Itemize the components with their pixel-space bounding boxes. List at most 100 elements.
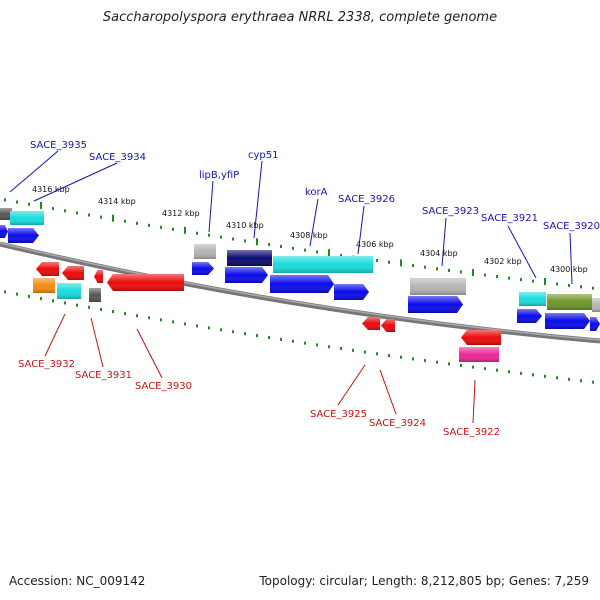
- gene-label-bottom[interactable]: SACE_3930: [135, 381, 192, 392]
- gene-feature[interactable]: [36, 262, 59, 276]
- leader-line: [472, 379, 476, 424]
- scale-tick-minor: [148, 223, 150, 227]
- scale-tick-minor: [88, 213, 90, 217]
- gene-feature[interactable]: [517, 309, 542, 323]
- leader-line: [337, 364, 366, 406]
- scale-tick-minor: [28, 202, 30, 206]
- leader-line: [44, 313, 66, 357]
- scale-tick-minor: [184, 322, 186, 326]
- gene-feature[interactable]: [334, 284, 369, 300]
- scale-tick-minor: [292, 339, 294, 343]
- scale-tick-minor: [52, 207, 54, 211]
- scale-tick-minor: [160, 225, 162, 229]
- gene-feature[interactable]: [0, 208, 12, 220]
- gene-feature[interactable]: [410, 278, 466, 295]
- gene-label-top[interactable]: SACE_3921: [481, 213, 538, 224]
- scale-tick-minor: [64, 209, 66, 213]
- leader-line: [9, 150, 59, 193]
- gene-feature[interactable]: [590, 317, 600, 331]
- gene-feature[interactable]: [362, 317, 380, 330]
- scale-tick-minor: [496, 368, 498, 372]
- gene-feature[interactable]: [0, 225, 8, 238]
- gene-feature[interactable]: [225, 267, 268, 283]
- map-title: Saccharopolyspora erythraea NRRL 2338, c…: [102, 10, 498, 25]
- scale-tick-minor: [508, 276, 510, 280]
- scale-tick-minor: [412, 264, 414, 268]
- gene-label-bottom[interactable]: SACE_3931: [75, 370, 132, 381]
- scale-tick-minor: [16, 292, 18, 296]
- scale-tick-minor: [112, 310, 114, 314]
- scale-tick-minor: [268, 336, 270, 340]
- kbp-label: 4308 kbp: [290, 231, 328, 240]
- gene-feature[interactable]: [33, 278, 55, 293]
- gene-label-top[interactable]: SACE_3934: [89, 152, 146, 163]
- gene-label-bottom[interactable]: SACE_3925: [310, 409, 367, 420]
- scale-tick-minor: [208, 326, 210, 330]
- gene-label-bottom[interactable]: SACE_3932: [18, 359, 75, 370]
- gene-feature[interactable]: [89, 288, 101, 302]
- scale-tick-minor: [124, 219, 126, 223]
- leader-line: [441, 217, 447, 267]
- scale-tick-minor: [4, 290, 6, 294]
- scale-tick-minor: [232, 237, 234, 241]
- gene-label-top[interactable]: cyp51: [248, 150, 279, 161]
- scale-tick-major: [400, 259, 402, 267]
- gene-feature[interactable]: [94, 270, 103, 283]
- gene-feature[interactable]: [381, 319, 395, 332]
- gene-label-top[interactable]: SACE_3920: [543, 221, 600, 232]
- gene-feature[interactable]: [519, 292, 546, 306]
- scale-tick-minor: [40, 297, 42, 301]
- gene-feature[interactable]: [227, 250, 272, 266]
- scale-tick-minor: [484, 367, 486, 371]
- scale-tick-minor: [580, 285, 582, 289]
- gene-feature[interactable]: [62, 266, 84, 280]
- scale-tick-minor: [124, 312, 126, 316]
- scale-tick-minor: [64, 301, 66, 305]
- scale-tick-minor: [580, 379, 582, 383]
- label-leader-lines: [9, 150, 573, 424]
- gene-feature[interactable]: [8, 228, 39, 243]
- gene-feature[interactable]: [107, 274, 184, 291]
- gene-feature[interactable]: [461, 330, 501, 345]
- scale-tick-minor: [328, 345, 330, 349]
- scale-tick-minor: [388, 354, 390, 358]
- gene-label-bottom[interactable]: SACE_3922: [443, 427, 500, 438]
- scale-tick-minor: [136, 221, 138, 225]
- scale-tick-minor: [388, 260, 390, 264]
- gene-label-top[interactable]: SACE_3923: [422, 206, 479, 217]
- scale-tick-major: [112, 214, 114, 222]
- leader-line: [253, 160, 263, 239]
- scale-tick-minor: [304, 248, 306, 252]
- gene-label-bottom[interactable]: SACE_3924: [369, 418, 426, 429]
- gene-feature[interactable]: [545, 313, 590, 329]
- gene-label-top[interactable]: korA: [305, 187, 328, 198]
- gene-feature[interactable]: [10, 211, 44, 225]
- scale-tick-minor: [160, 318, 162, 322]
- gene-feature[interactable]: [547, 294, 592, 310]
- scale-tick-minor: [292, 246, 294, 250]
- scale-tick-minor: [232, 330, 234, 334]
- scale-tick-minor: [592, 380, 594, 384]
- gene-label-top[interactable]: lipB,yfiP: [199, 170, 239, 181]
- scale-tick-minor: [76, 303, 78, 307]
- gene-label-top[interactable]: SACE_3926: [338, 194, 395, 205]
- gene-feature[interactable]: [192, 262, 214, 275]
- leader-line: [357, 205, 365, 255]
- gene-feature[interactable]: [459, 347, 499, 362]
- scale-tick-minor: [220, 328, 222, 332]
- gene-feature[interactable]: [194, 244, 216, 259]
- leader-line: [208, 180, 214, 233]
- scale-tick-minor: [316, 250, 318, 254]
- gene-feature[interactable]: [273, 256, 373, 273]
- gene-label-top[interactable]: SACE_3935: [30, 140, 87, 151]
- gene-feature[interactable]: [57, 283, 81, 299]
- scale-tick-minor: [304, 341, 306, 345]
- gene-feature[interactable]: [270, 275, 334, 293]
- scale-tick-minor: [532, 373, 534, 377]
- leader-line: [379, 369, 397, 415]
- gene-feature[interactable]: [592, 298, 600, 312]
- gene-feature[interactable]: [408, 296, 463, 313]
- scale-tick-minor: [28, 294, 30, 298]
- scale-tick-minor: [340, 253, 342, 257]
